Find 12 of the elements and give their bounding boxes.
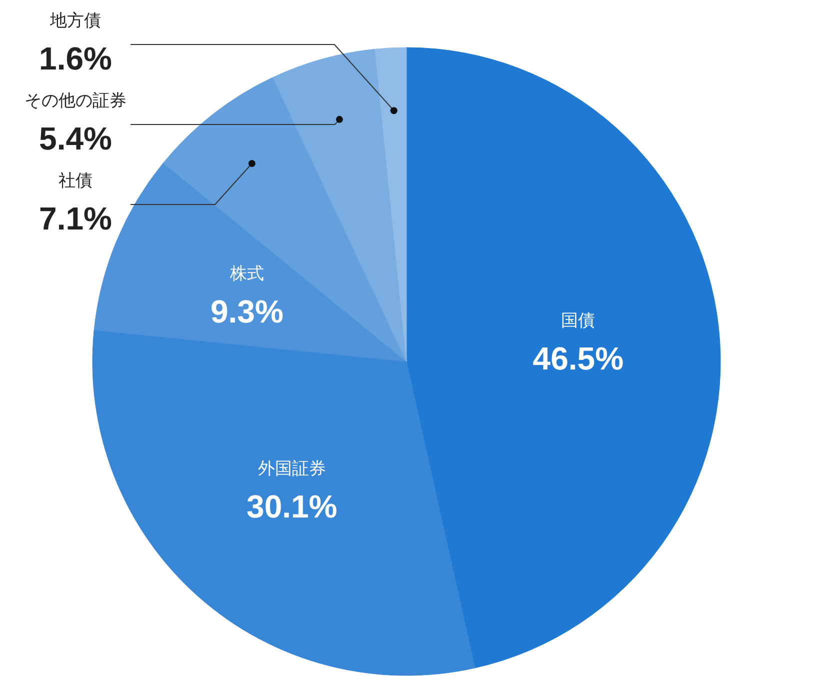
data-label: 46.5% — [532, 340, 624, 377]
data-label: 1.6% — [39, 40, 112, 76]
data-label: 9.3% — [210, 293, 284, 330]
slice-label: 株式 — [228, 264, 264, 283]
data-label: 7.1% — [39, 200, 112, 236]
slice-label: 地方債 — [49, 11, 101, 30]
slice-label: 社債 — [58, 171, 92, 190]
data-label: 30.1% — [246, 488, 338, 525]
slice-label: 外国証券 — [258, 459, 326, 478]
slice-label: 国債 — [561, 311, 596, 330]
slice-label: その他の証券 — [24, 91, 126, 110]
data-label: 5.4% — [39, 120, 112, 156]
